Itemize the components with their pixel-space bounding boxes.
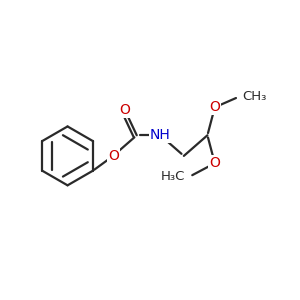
Text: O: O [209, 156, 220, 170]
Text: O: O [119, 103, 130, 117]
Text: O: O [209, 100, 220, 114]
Text: H₃C: H₃C [161, 170, 185, 183]
Text: CH₃: CH₃ [242, 91, 266, 103]
Text: NH: NH [150, 128, 171, 142]
Text: O: O [108, 149, 118, 163]
